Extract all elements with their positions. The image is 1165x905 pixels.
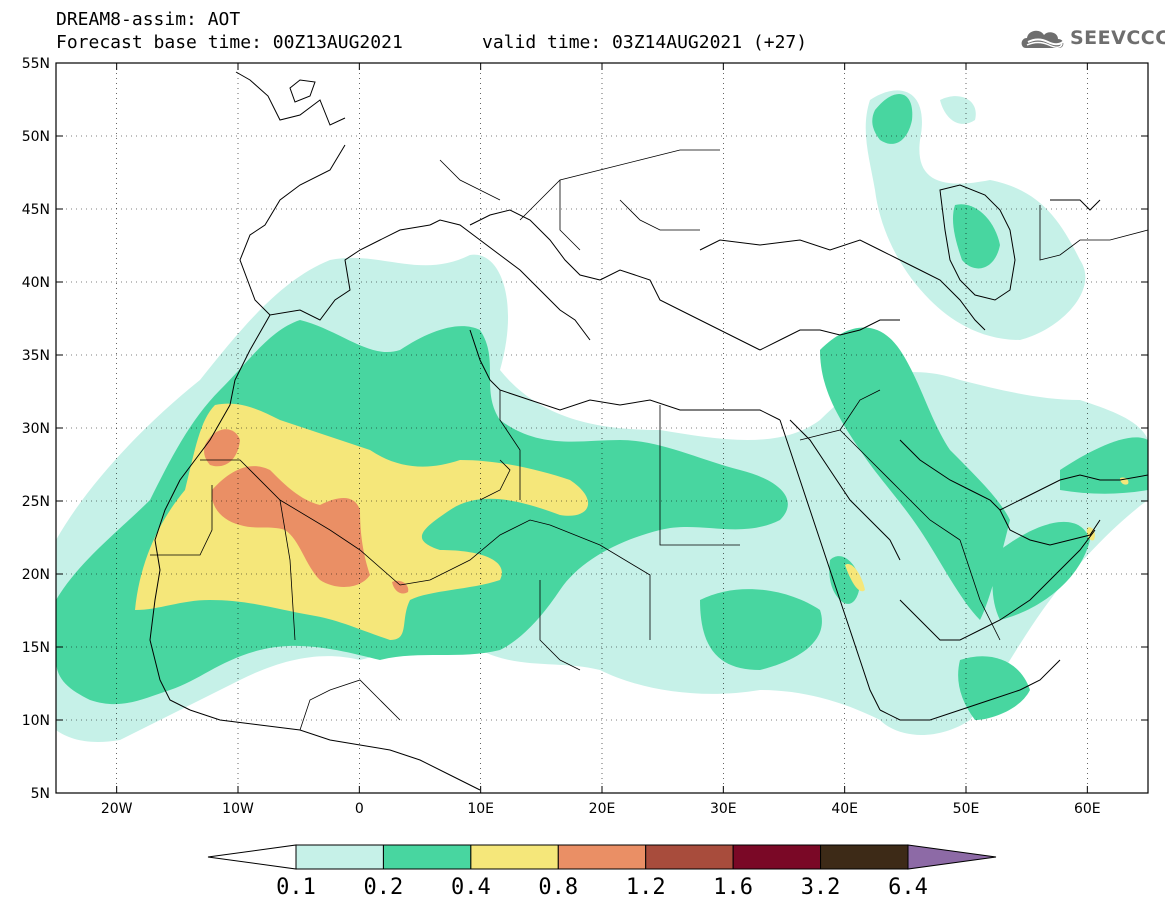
colorbar-label: 3.2 <box>801 875 841 900</box>
lat-label: 50N <box>22 129 50 145</box>
colorbar-label: 1.2 <box>626 875 666 900</box>
aot-level-0.8 <box>204 429 409 594</box>
colorbar-swatch <box>820 844 909 870</box>
lat-label: 15N <box>22 640 50 656</box>
lat-label: 35N <box>22 348 50 364</box>
colorbar-swatch <box>382 844 472 870</box>
lat-label: 40N <box>22 275 50 291</box>
valid-time: valid time: 03Z14AUG2021 (+27) <box>482 32 808 53</box>
lon-label: 20W <box>101 801 133 817</box>
latitude-labels: 55N 50N 45N 40N 35N 30N 25N 20N 15N 10N 5N <box>22 56 50 802</box>
lon-label: 10E <box>467 801 494 817</box>
lat-label: 45N <box>22 202 50 218</box>
lat-label: 20N <box>22 567 50 583</box>
forecast-time-line: Forecast base time: 00Z13AUG2021 valid ti… <box>56 32 807 53</box>
lon-label: 20E <box>589 801 616 817</box>
lon-label: 50E <box>953 801 980 817</box>
cloud-icon <box>1021 30 1065 48</box>
lon-label: 30E <box>710 801 737 817</box>
colorbar-swatch <box>645 844 734 870</box>
lat-label: 30N <box>22 421 50 437</box>
colorbar-swatches <box>207 844 997 870</box>
colorbar-label: 6.4 <box>888 875 928 900</box>
coastlines <box>149 71 1148 791</box>
graticule <box>56 63 1148 793</box>
axis-ticks <box>56 62 1148 794</box>
lat-label: 55N <box>22 56 50 72</box>
country-borders <box>150 149 1148 731</box>
colorbar-label: 0.4 <box>451 875 491 900</box>
colorbar-swatch <box>470 844 559 870</box>
colorbar-label: 0.1 <box>276 875 316 900</box>
colorbar-swatch <box>732 844 822 870</box>
base-time: Forecast base time: 00Z13AUG2021 <box>56 32 403 53</box>
colorbar-over-triangle <box>907 844 997 870</box>
seevccc-logo: SEEVCCC <box>1018 24 1165 56</box>
lat-label: 5N <box>31 786 50 802</box>
colorbar-labels: 0.1 0.2 0.4 0.8 1.2 1.6 3.2 6.4 <box>276 875 928 900</box>
colorbar-swatch <box>557 844 647 870</box>
colorbar-label: 1.6 <box>713 875 753 900</box>
colorbar-label: 0.2 <box>364 875 404 900</box>
colorbar-label: 0.8 <box>538 875 578 900</box>
lon-label: 0 <box>355 801 364 817</box>
map-title: DREAM8-assim: AOT <box>56 9 241 30</box>
lat-label: 10N <box>22 713 50 729</box>
lat-label: 25N <box>22 494 50 510</box>
longitude-labels: 20W 10W 0 10E 20E 30E 40E 50E 60E <box>101 801 1101 817</box>
colorbar-swatch <box>295 844 384 870</box>
lon-label: 60E <box>1074 801 1101 817</box>
logo-text: SEEVCCC <box>1070 27 1165 49</box>
colorbar-under-triangle <box>207 844 297 870</box>
lon-label: 10W <box>222 801 254 817</box>
lon-label: 40E <box>831 801 858 817</box>
